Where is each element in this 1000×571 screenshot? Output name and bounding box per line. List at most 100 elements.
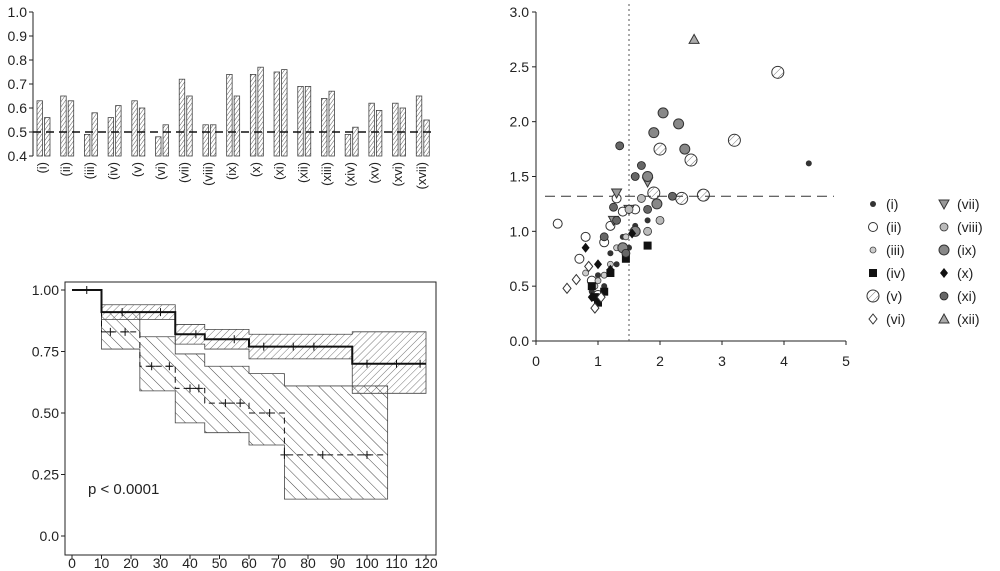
bar [162, 124, 169, 157]
x-tick-label: 3 [718, 353, 726, 369]
category-label: (xi) [272, 162, 287, 180]
legend-label: (v) [886, 288, 902, 304]
x-tick-label: 1 [594, 353, 602, 369]
bar [210, 124, 217, 157]
bar [281, 69, 288, 157]
legend-marker [940, 268, 948, 278]
y-tick-label: 0.0 [40, 528, 60, 544]
category-label: (xiii) [319, 162, 334, 186]
data-point [552, 218, 563, 229]
data-point [696, 188, 710, 202]
data-point [587, 282, 596, 291]
bar [304, 86, 312, 157]
data-point [596, 291, 606, 303]
y-tick-label: 1.0 [510, 223, 530, 239]
category-label: (xii) [295, 162, 310, 183]
x-tick-label: 100 [355, 555, 379, 571]
x-tick-label: 30 [153, 555, 169, 571]
data-point [624, 204, 634, 214]
data-point [628, 228, 637, 239]
legend-label: (i) [886, 196, 898, 212]
censor-mark [265, 409, 274, 417]
y-tick-label: 0.0 [510, 333, 530, 349]
y-tick-label: 2.0 [510, 114, 530, 130]
bar [36, 100, 43, 157]
bar [297, 86, 304, 157]
bar [375, 110, 383, 157]
data-point [587, 292, 596, 303]
category-label: (i) [35, 162, 50, 174]
data-point [642, 171, 654, 182]
data-point [688, 33, 700, 44]
data-point [610, 188, 623, 199]
x-tick-label: 50 [212, 555, 228, 571]
x-tick-label: 10 [94, 555, 110, 571]
data-point [679, 143, 691, 155]
x-tick-label: 4 [780, 353, 788, 369]
censor-mark [194, 384, 203, 393]
data-point [562, 282, 572, 295]
bar [115, 105, 122, 157]
data-point [594, 259, 602, 270]
censor-mark [106, 327, 115, 336]
data-point [647, 186, 661, 200]
category-label: (vii) [177, 162, 192, 183]
y-tick-label: 3.0 [510, 4, 530, 20]
data-point [600, 271, 608, 279]
censor-mark [191, 330, 200, 339]
y-tick-label: 0.4 [8, 148, 28, 164]
legend-label: (ix) [957, 242, 976, 258]
y-tick-label: 1.00 [32, 282, 59, 298]
y-tick-label: 0.25 [32, 467, 59, 483]
censor-mark [147, 362, 156, 371]
survival-curve [72, 289, 426, 365]
censor-mark [416, 359, 425, 368]
x-tick-label: 110 [385, 555, 408, 571]
legend-label: (x) [957, 265, 973, 281]
data-point [648, 127, 660, 139]
censor-mark [318, 450, 327, 459]
data-point [655, 215, 665, 225]
data-point [805, 160, 812, 167]
category-label: (vi) [153, 162, 168, 180]
data-point [613, 261, 620, 268]
legend-label: (viii) [957, 219, 983, 235]
legend-marker [938, 199, 950, 211]
category-label: (viii) [200, 162, 215, 186]
x-tick-label: 0 [68, 555, 76, 571]
bar [178, 78, 186, 157]
y-tick-label: 0.75 [32, 344, 59, 360]
data-point [675, 191, 689, 205]
y-tick-label: 0.5 [8, 124, 28, 140]
data-point [673, 118, 685, 130]
data-point [580, 231, 591, 242]
bar [392, 102, 399, 157]
bar [67, 100, 75, 157]
x-tick-label: 60 [241, 555, 257, 571]
y-tick-label: 2.5 [510, 59, 530, 75]
bar [84, 133, 91, 157]
legend-marker [866, 289, 880, 303]
data-point [571, 273, 581, 286]
category-label: (ix) [224, 162, 239, 180]
scatter-chart-group: 0.00.51.01.52.02.53.00 1 2 3 4 5(i)(ii)(iii)(… [510, 4, 983, 369]
legend-marker [869, 246, 877, 254]
data-point [643, 226, 652, 236]
data-point [584, 260, 594, 273]
data-point [630, 172, 640, 181]
category-label: (xiv) [343, 162, 358, 187]
data-point [594, 277, 602, 285]
legend-marker [868, 222, 878, 232]
data-point [621, 248, 631, 258]
x-tick-label: 2 [656, 353, 664, 369]
confidence-band [72, 289, 389, 500]
censor-mark [82, 286, 91, 294]
censor-mark [280, 450, 289, 459]
data-point [727, 133, 741, 147]
data-point [657, 107, 669, 119]
data-point [582, 269, 589, 277]
censor-mark [236, 399, 245, 408]
censor-mark [392, 359, 401, 368]
data-point [609, 202, 618, 212]
